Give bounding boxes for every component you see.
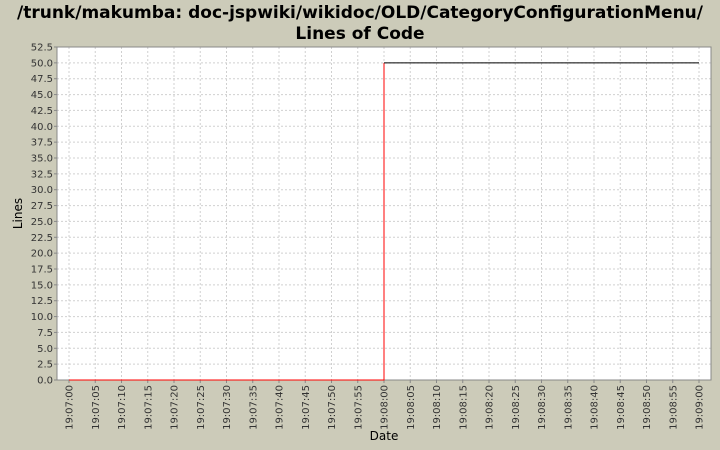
x-tick-label: 19:08:20	[485, 385, 496, 430]
y-tick-label: 47.5	[31, 74, 53, 85]
x-axis-label: Date	[370, 429, 399, 443]
title-line-2: Lines of Code	[295, 24, 425, 44]
x-tick-label: 19:08:50	[642, 385, 653, 430]
x-tick-label: 19:09:00	[695, 385, 706, 430]
x-tick-label: 19:07:50	[327, 385, 338, 430]
y-tick-label: 10.0	[31, 312, 53, 323]
x-tick-label: 19:08:45	[616, 385, 627, 430]
y-tick-label: 17.5	[31, 265, 53, 276]
x-tick-label: 19:07:25	[196, 385, 207, 430]
y-tick-label: 40.0	[31, 122, 53, 133]
x-tick-label: 19:07:00	[65, 385, 76, 430]
y-tick-label: 20.0	[31, 249, 53, 260]
series-line	[69, 62, 385, 381]
y-tick-label: 22.5	[31, 233, 53, 244]
x-tick-label: 19:07:20	[170, 385, 181, 430]
y-tick-label: 45.0	[31, 90, 53, 101]
y-tick-label: 12.5	[31, 296, 53, 307]
y-tick-label: 37.5	[31, 138, 53, 149]
y-tick-label: 5.0	[37, 344, 53, 355]
y-tick-label: 52.5	[31, 43, 53, 54]
x-tick-label: 19:08:10	[432, 385, 443, 430]
y-tick-label: 2.5	[37, 360, 53, 371]
x-tick-label: 19:07:05	[91, 385, 102, 430]
y-tick-label: 32.5	[31, 169, 53, 180]
x-tick-label: 19:07:55	[353, 385, 364, 430]
x-tick-label: 19:07:30	[222, 385, 233, 430]
x-tick-label: 19:07:45	[301, 385, 312, 430]
y-tick-label: 0.0	[37, 376, 53, 387]
y-tick-label: 7.5	[37, 328, 53, 339]
x-tick-label: 19:07:10	[117, 385, 128, 430]
x-tick-label: 19:08:15	[458, 385, 469, 430]
x-tick-label: 19:07:35	[248, 385, 259, 430]
x-tick-label: 19:08:40	[590, 385, 601, 430]
title-line-1: /trunk/makumba: doc-jspwiki/wikidoc/OLD/…	[17, 3, 703, 23]
x-tick-label: 19:08:35	[563, 385, 574, 430]
y-tick-label: 30.0	[31, 185, 53, 196]
y-tick-label: 50.0	[31, 58, 53, 69]
chart-title: /trunk/makumba: doc-jspwiki/wikidoc/OLD/…	[0, 3, 720, 45]
x-tick-label: 19:08:25	[511, 385, 522, 430]
x-tick-label: 19:08:00	[380, 385, 391, 430]
x-tick-label: 19:08:05	[406, 385, 417, 430]
x-tick-label: 19:07:40	[275, 385, 286, 430]
y-tick-label: 27.5	[31, 201, 53, 212]
x-tick-label: 19:08:30	[537, 385, 548, 430]
y-axis-label: Lines	[11, 198, 25, 229]
y-tick-label: 35.0	[31, 154, 53, 165]
y-tick-label: 15.0	[31, 280, 53, 291]
y-tick-label: 42.5	[31, 106, 53, 117]
x-tick-label: 19:08:55	[668, 385, 679, 430]
x-tick-label: 19:07:15	[143, 385, 154, 430]
y-tick-label: 25.0	[31, 217, 53, 228]
